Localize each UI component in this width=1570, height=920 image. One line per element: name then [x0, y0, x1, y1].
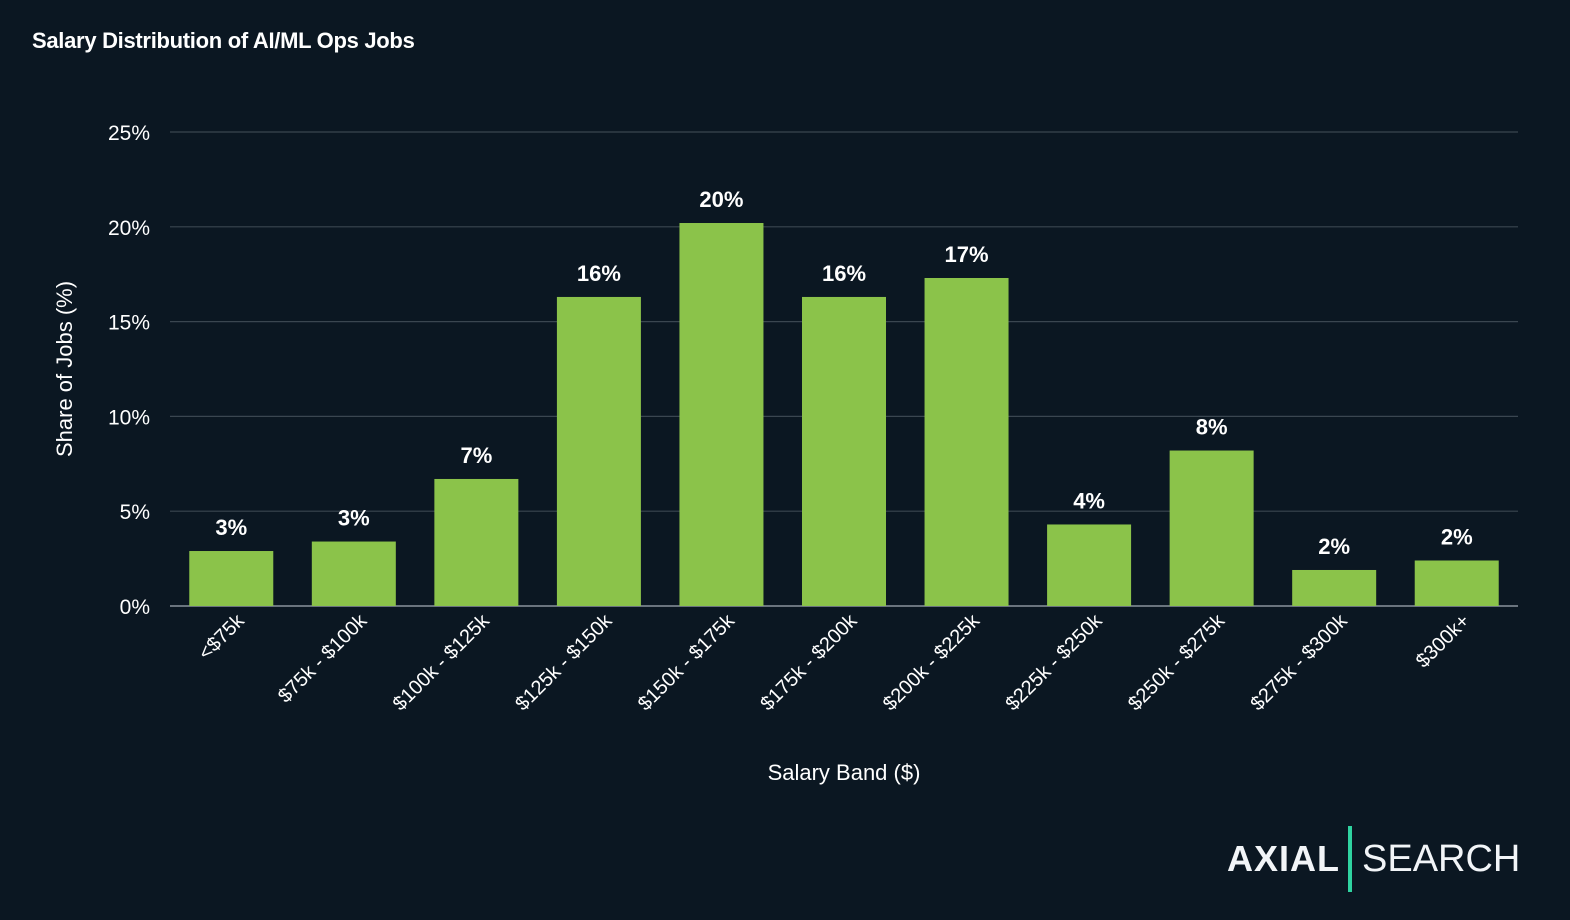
- data-label: 8%: [1196, 415, 1228, 440]
- y-tick-label: 25%: [108, 122, 150, 145]
- bar: [189, 551, 274, 606]
- bar: [679, 223, 764, 606]
- chart-title: Salary Distribution of AI/ML Ops Jobs: [32, 28, 415, 53]
- bar: [1047, 524, 1132, 606]
- data-label: 16%: [822, 261, 866, 286]
- y-tick-label: 5%: [120, 501, 150, 524]
- y-axis-label: Share of Jobs (%): [52, 281, 77, 457]
- data-label: 2%: [1318, 534, 1350, 559]
- x-tick-label: $125k - $150k: [511, 609, 617, 715]
- bar: [311, 541, 396, 606]
- bar: [556, 296, 641, 606]
- data-label: 4%: [1073, 488, 1105, 513]
- x-tick-label: $225k - $250k: [1001, 609, 1107, 715]
- bar: [1292, 569, 1377, 606]
- y-tick-label: 10%: [108, 406, 150, 429]
- x-tick-label: $175k - $200k: [756, 609, 862, 715]
- x-tick-label: $150k - $175k: [634, 609, 740, 715]
- bar: [1169, 450, 1254, 606]
- x-tick-label: $275k - $300k: [1247, 609, 1353, 715]
- y-tick-label: 20%: [108, 217, 150, 240]
- data-label: 20%: [699, 187, 743, 212]
- bar: [1414, 560, 1499, 606]
- data-label: 17%: [945, 242, 989, 267]
- bar: [924, 277, 1009, 606]
- x-tick-label: $300k+: [1412, 610, 1474, 672]
- axial-search-logo: AXIAL SEARCH: [1227, 826, 1520, 892]
- bar: [434, 478, 519, 606]
- logo-divider: [1348, 826, 1352, 892]
- x-tick-label: $200k - $225k: [879, 609, 985, 715]
- data-label: 2%: [1441, 524, 1473, 549]
- data-label: 7%: [460, 443, 492, 468]
- x-tick-label: $100k - $125k: [389, 609, 495, 715]
- logo-search-text: SEARCH: [1362, 837, 1521, 880]
- bar: [802, 296, 886, 606]
- data-label: 3%: [215, 515, 247, 540]
- y-tick-label: 0%: [120, 596, 150, 619]
- data-label: 16%: [577, 261, 621, 286]
- x-tick-label: <$75k: [194, 609, 249, 664]
- y-tick-label: 15%: [108, 312, 150, 335]
- logo-axial-text: AXIAL: [1227, 838, 1340, 879]
- x-tick-label: $250k - $275k: [1124, 609, 1230, 715]
- x-tick-label: $75k - $100k: [274, 609, 372, 707]
- data-label: 3%: [338, 506, 370, 531]
- x-axis-label: Salary Band ($): [768, 760, 921, 785]
